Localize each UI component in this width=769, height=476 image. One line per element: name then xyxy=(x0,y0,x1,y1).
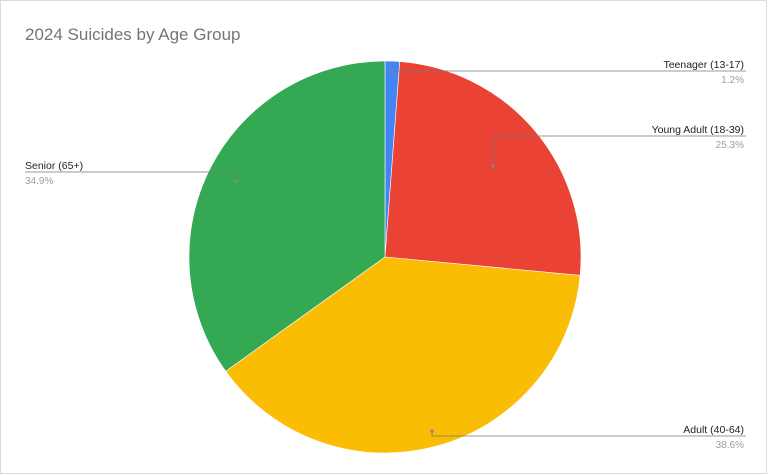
slice-value-adult-40-64: 38.6% xyxy=(716,440,744,451)
pie-slices xyxy=(188,60,582,454)
pie-slice-senior-65[interactable] xyxy=(188,60,386,372)
pie-slice-adult-40-64[interactable] xyxy=(225,256,581,454)
slice-label-young-adult-18-39: Young Adult (18-39) xyxy=(652,124,744,136)
leader-line-senior-65 xyxy=(25,171,238,181)
chart-title: 2024 Suicides by Age Group xyxy=(25,25,241,44)
pie-slice-young-adult-18-39[interactable] xyxy=(384,61,582,276)
leader-line-young-adult-18-39 xyxy=(492,135,746,167)
slice-label-adult-40-64: Adult (40-64) xyxy=(683,424,744,436)
slice-value-teenager-13-17: 1.2% xyxy=(721,75,744,86)
leader-line-adult-40-64 xyxy=(431,431,746,437)
slice-label-senior-65: Senior (65+) xyxy=(25,160,83,172)
slice-value-young-adult-18-39: 25.3% xyxy=(716,140,744,151)
slice-value-senior-65: 34.9% xyxy=(25,176,53,187)
slice-label-teenager-13-17: Teenager (13-17) xyxy=(663,59,744,71)
pie-labels: Teenager (13-17) 1.2% Young Adult (18-39) 2… xyxy=(25,59,746,451)
